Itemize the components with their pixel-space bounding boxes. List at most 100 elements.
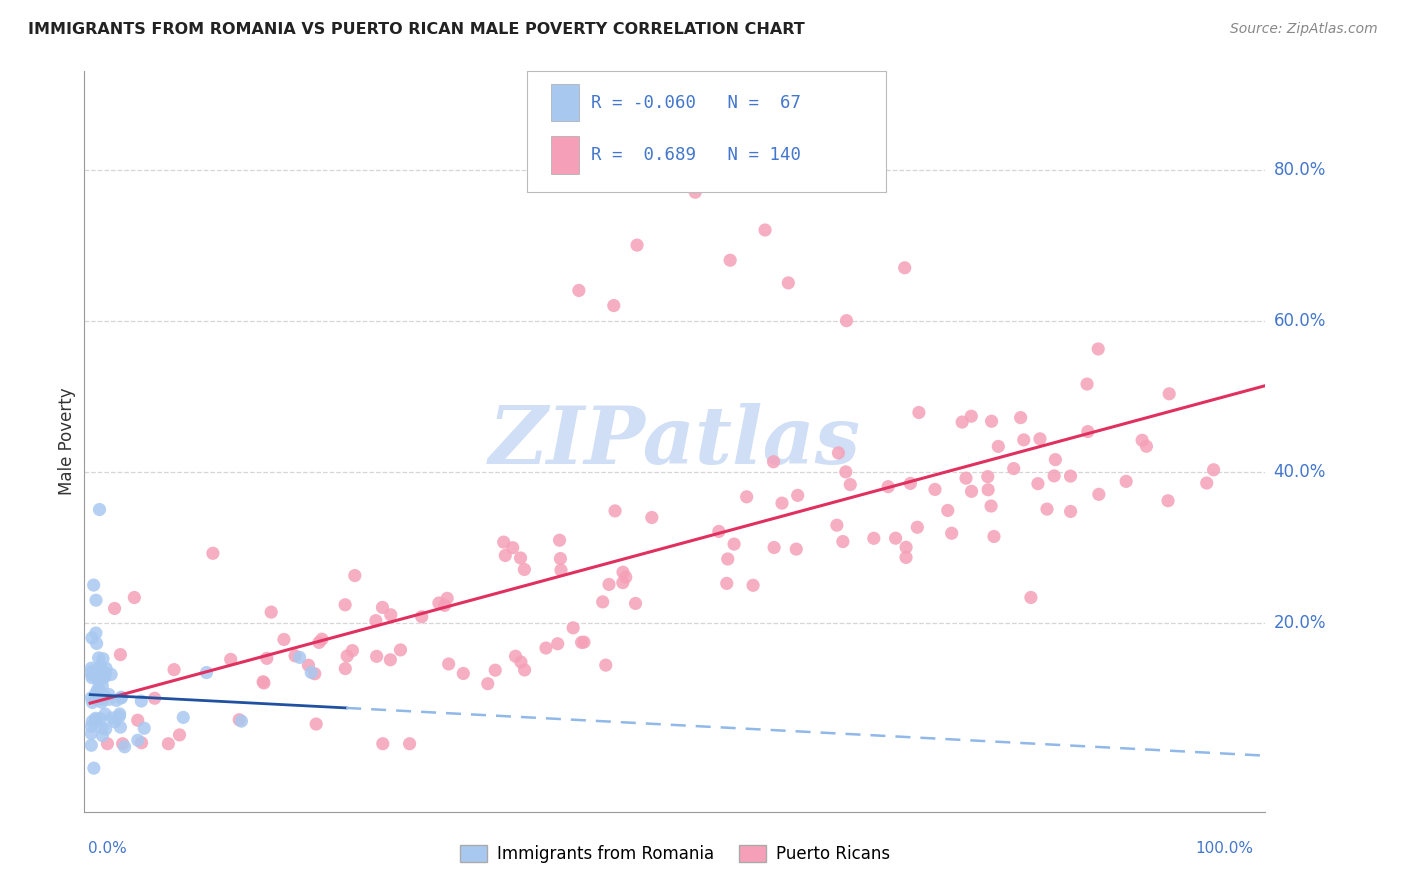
Point bbox=[754, 223, 776, 237]
Point bbox=[80, 719, 103, 733]
Point bbox=[98, 692, 121, 706]
Point bbox=[980, 499, 1002, 513]
Point bbox=[252, 674, 274, 689]
Point bbox=[1012, 433, 1035, 447]
Point bbox=[778, 276, 800, 290]
Point bbox=[108, 709, 131, 723]
Point bbox=[111, 737, 134, 751]
Point bbox=[91, 672, 114, 686]
Text: 0.0%: 0.0% bbox=[87, 841, 127, 856]
Point bbox=[509, 551, 531, 566]
Point bbox=[1059, 504, 1081, 518]
Point bbox=[80, 726, 103, 740]
Point bbox=[1043, 468, 1066, 483]
Text: 60.0%: 60.0% bbox=[1274, 311, 1326, 330]
Point bbox=[595, 658, 617, 673]
Point bbox=[231, 714, 253, 728]
Point bbox=[228, 713, 250, 727]
Point bbox=[297, 658, 319, 673]
Point bbox=[831, 534, 853, 549]
Point bbox=[825, 518, 848, 533]
Point bbox=[284, 648, 307, 663]
Point bbox=[157, 737, 180, 751]
Point bbox=[83, 761, 105, 775]
Point bbox=[987, 439, 1010, 453]
Point bbox=[960, 484, 983, 499]
Point bbox=[343, 568, 366, 582]
Point bbox=[371, 600, 394, 615]
Point bbox=[1115, 475, 1137, 489]
Point bbox=[83, 578, 105, 592]
Point bbox=[89, 712, 111, 726]
Point bbox=[90, 659, 112, 673]
Point bbox=[1076, 377, 1098, 392]
Point bbox=[84, 692, 107, 706]
Point bbox=[124, 591, 146, 605]
Point bbox=[342, 643, 364, 657]
Point bbox=[96, 737, 118, 751]
Point bbox=[770, 496, 793, 510]
Point bbox=[84, 686, 107, 700]
Point bbox=[717, 552, 740, 566]
Point bbox=[924, 483, 946, 497]
Point bbox=[960, 409, 983, 424]
Point bbox=[707, 524, 730, 539]
Point bbox=[735, 490, 758, 504]
Point bbox=[572, 635, 595, 649]
Point bbox=[82, 696, 104, 710]
Point bbox=[134, 721, 156, 735]
Point bbox=[256, 651, 278, 665]
Point bbox=[101, 711, 124, 725]
Point bbox=[336, 648, 359, 663]
Text: ZIPatlas: ZIPatlas bbox=[489, 403, 860, 480]
Point bbox=[612, 565, 634, 579]
Point bbox=[93, 688, 115, 702]
Point bbox=[299, 665, 322, 680]
Text: IMMIGRANTS FROM ROMANIA VS PUERTO RICAN MALE POVERTY CORRELATION CHART: IMMIGRANTS FROM ROMANIA VS PUERTO RICAN … bbox=[28, 22, 804, 37]
Point bbox=[86, 636, 108, 650]
Point bbox=[87, 673, 110, 688]
Point bbox=[86, 690, 108, 705]
Point bbox=[366, 649, 388, 664]
Point bbox=[143, 691, 166, 706]
Point bbox=[437, 657, 460, 671]
Point bbox=[513, 562, 536, 576]
Text: 100.0%: 100.0% bbox=[1195, 841, 1254, 856]
Point bbox=[110, 690, 132, 705]
Point bbox=[80, 631, 103, 645]
Point bbox=[894, 541, 917, 555]
Point bbox=[201, 546, 224, 560]
Point bbox=[718, 253, 741, 268]
Point bbox=[1195, 476, 1218, 491]
Point bbox=[550, 551, 572, 566]
Point bbox=[163, 663, 186, 677]
Point bbox=[90, 695, 112, 709]
Point bbox=[103, 601, 125, 615]
Point bbox=[333, 598, 356, 612]
Point bbox=[1135, 439, 1157, 453]
Legend: Immigrants from Romania, Puerto Ricans: Immigrants from Romania, Puerto Ricans bbox=[453, 838, 897, 870]
Point bbox=[87, 651, 110, 665]
Point bbox=[1019, 591, 1042, 605]
Point bbox=[91, 729, 114, 743]
Point bbox=[427, 596, 450, 610]
Point bbox=[304, 666, 326, 681]
Point bbox=[785, 542, 807, 557]
Point bbox=[260, 605, 283, 619]
Point bbox=[980, 414, 1002, 428]
Point bbox=[908, 405, 931, 419]
Point bbox=[950, 415, 973, 429]
Point bbox=[127, 713, 149, 727]
Point bbox=[505, 649, 527, 664]
Point bbox=[641, 510, 664, 524]
Point bbox=[308, 635, 330, 649]
Point bbox=[91, 679, 114, 693]
Point bbox=[612, 575, 634, 590]
Point bbox=[742, 578, 765, 592]
Point bbox=[411, 609, 433, 624]
Point bbox=[169, 728, 191, 742]
Point bbox=[453, 666, 475, 681]
Point bbox=[97, 687, 120, 701]
Point bbox=[127, 733, 149, 747]
Text: R = -0.060   N =  67: R = -0.060 N = 67 bbox=[591, 94, 800, 112]
